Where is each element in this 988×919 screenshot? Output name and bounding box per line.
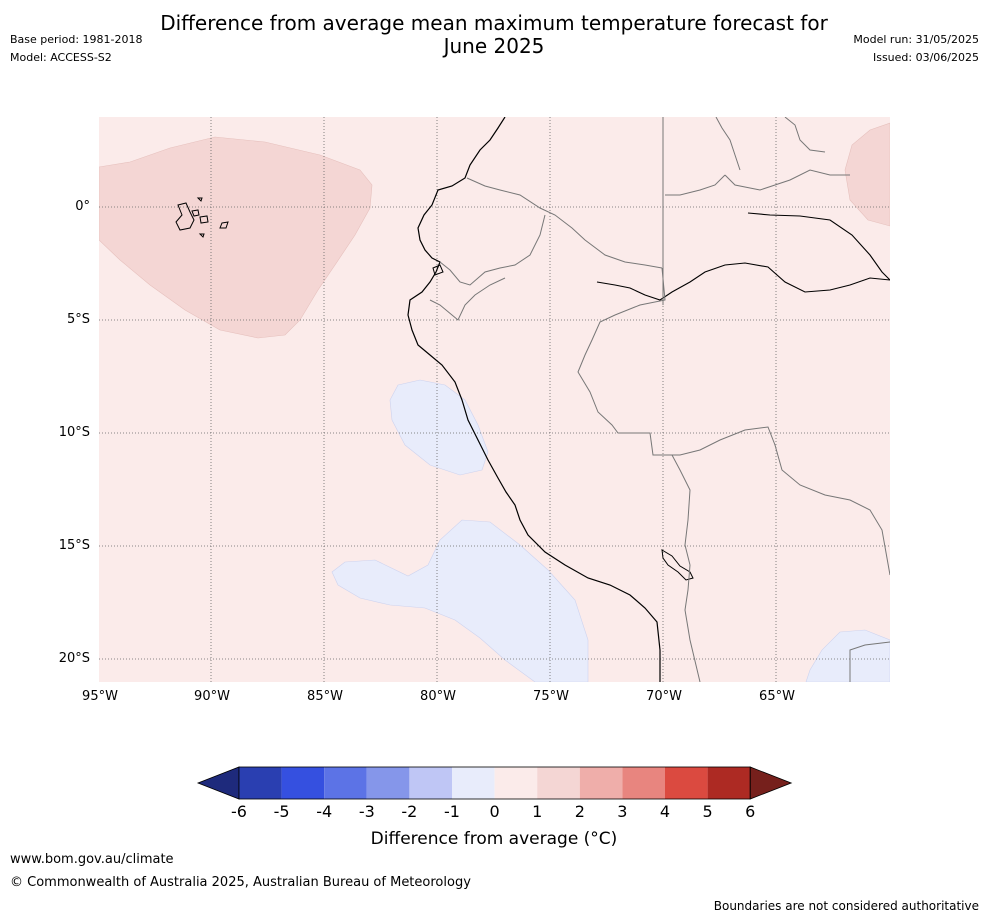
footer-url: www.bom.gov.au/climate	[10, 852, 174, 867]
graticule	[99, 117, 890, 682]
colorbar-segment	[537, 767, 580, 799]
warm-patch-east	[844, 122, 890, 227]
meta-left: Base period: 1981-2018 Model: ACCESS-S2	[10, 31, 142, 67]
colorbar-tick-label: 4	[659, 802, 671, 821]
colorbar-tick-label: -2	[401, 802, 418, 821]
colorbar-tick-label: 0	[489, 802, 500, 821]
lat-label: 5°S	[66, 312, 90, 327]
lat-label: 20°S	[58, 651, 90, 666]
colorbar-segment	[409, 767, 452, 799]
country-boundaries	[429, 117, 890, 682]
colorbar-segment	[494, 767, 538, 799]
colorbar-segment	[281, 767, 325, 799]
lat-label: 0°	[75, 199, 90, 214]
lon-label: 75°W	[533, 689, 569, 704]
colorbar-segment	[452, 767, 495, 799]
colorbar-tick-label: 6	[745, 802, 756, 821]
amazon-river	[596, 262, 890, 301]
colorbar-tick-label: 3	[617, 802, 628, 821]
colorbar-tick-label: -3	[358, 802, 375, 821]
boundary-note: Boundaries are not considered authoritat…	[713, 899, 979, 913]
cool-patch-southeast	[805, 629, 890, 682]
colorbar-segment	[622, 767, 665, 799]
lon-label: 90°W	[194, 689, 230, 704]
cool-patch-offshore	[331, 519, 589, 682]
colorbar-outline	[238, 766, 751, 800]
colorbar-segment	[324, 767, 367, 799]
base-period: Base period: 1981-2018	[10, 33, 143, 46]
model-run: Model run: 31/05/2025	[853, 33, 979, 46]
colorbar-tick-label: -4	[316, 802, 333, 821]
gulf-guayaquil-island	[432, 264, 444, 276]
colorbar-tick-label: -1	[444, 802, 460, 821]
colorbar-extend-high	[749, 766, 793, 800]
warm-patch-galapagos	[99, 136, 373, 339]
lon-label: 95°W	[82, 689, 118, 704]
meta-right: Model run: 31/05/2025 Issued: 03/06/2025	[853, 31, 979, 67]
colorbar-title: Difference from average (°C)	[370, 829, 618, 849]
lat-label: 10°S	[58, 425, 90, 440]
colorbar-segment	[579, 767, 623, 799]
colorbar-tick-label: -6	[231, 802, 247, 821]
colorbar-segment	[239, 767, 282, 799]
colorbar-segment	[366, 767, 410, 799]
footer-copyright: © Commonwealth of Australia 2025, Austra…	[10, 875, 471, 890]
rio-negro	[747, 212, 890, 281]
chart-title: Difference from average mean maximum tem…	[0, 12, 988, 58]
lake-titicaca	[661, 549, 694, 581]
colorbar-tick-label: -5	[273, 802, 290, 821]
lon-label: 70°W	[646, 689, 682, 704]
title-line-1: Difference from average mean maximum tem…	[160, 11, 828, 35]
galapagos-islands	[175, 197, 229, 238]
model-name: Model: ACCESS-S2	[10, 51, 112, 64]
colorbar-segment	[665, 767, 708, 799]
lon-label: 80°W	[420, 689, 456, 704]
lon-label: 65°W	[759, 689, 795, 704]
lat-label: 15°S	[58, 538, 90, 553]
colorbar-tick-label: 1	[532, 802, 543, 821]
title-line-2: June 2025	[443, 34, 545, 58]
colorbar-tick-label: 5	[702, 802, 713, 821]
colorbar-tick-label: 2	[574, 802, 585, 821]
colorbar	[196, 766, 793, 800]
coastline	[407, 117, 661, 682]
issued-date: Issued: 03/06/2025	[872, 51, 979, 64]
colorbar-segment	[707, 767, 751, 799]
colorbar-extend-low	[196, 766, 240, 800]
lon-label: 85°W	[307, 689, 343, 704]
